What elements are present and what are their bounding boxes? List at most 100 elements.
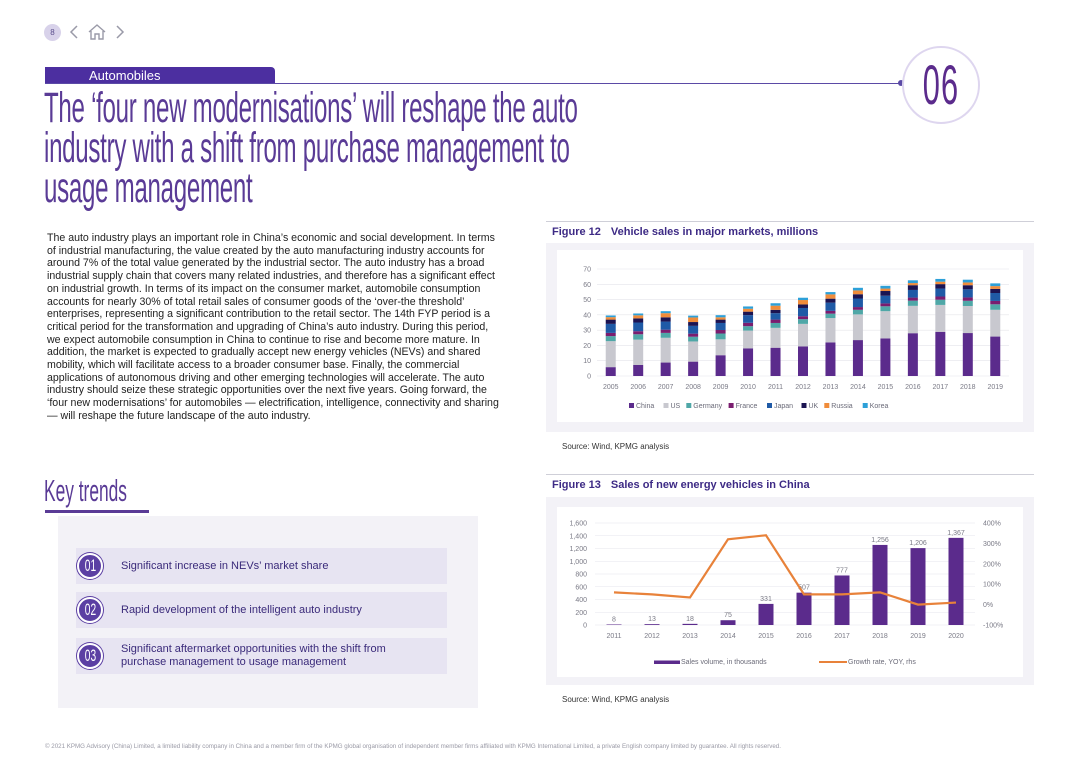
bar-segment: [633, 339, 644, 365]
y-right-tick-label: 400%: [983, 521, 1001, 528]
bar-data-label: 13: [648, 616, 656, 623]
bar-segment: [633, 331, 644, 335]
bar-data-label: 777: [836, 567, 848, 574]
x-tick-label: 2005: [603, 384, 619, 391]
section-divider: [45, 83, 901, 84]
page-title: The ‘four new modernisations’ will resha…: [44, 84, 578, 212]
y-right-tick-label: 100%: [983, 582, 1001, 589]
y-right-tick-label: 0%: [983, 602, 993, 609]
bar-segment: [907, 280, 918, 284]
x-tick-label: 2015: [758, 633, 774, 640]
bar-segment: [660, 311, 671, 314]
y-tick-label: 40: [583, 312, 591, 319]
bar-segment: [880, 303, 891, 307]
bar-segment: [660, 313, 671, 318]
bar-segment: [798, 346, 808, 376]
legend-swatch: [767, 403, 772, 408]
bar-segment: [633, 364, 644, 376]
bar-segment: [962, 333, 973, 376]
bar: [872, 544, 888, 625]
bar-segment: [935, 281, 946, 285]
bar-data-label: 1,256: [871, 537, 889, 544]
bar-segment: [688, 333, 699, 337]
trend-text: Significant increase in NEVs’ market sha…: [121, 559, 329, 572]
y-left-tick-label: 1,600: [569, 521, 587, 528]
bar: [682, 623, 698, 625]
y-tick-label: 30: [583, 328, 591, 335]
bar-segment: [743, 326, 754, 331]
page-number-badge: 8: [44, 23, 61, 41]
y-left-tick-label: 800: [575, 572, 587, 579]
bar-segment: [770, 347, 781, 376]
legend-swatch: [801, 403, 807, 408]
x-tick-label: 2016: [796, 633, 812, 640]
bar-data-label: 507: [798, 585, 810, 592]
bar-segment: [990, 300, 1001, 305]
bar-segment: [798, 307, 808, 317]
bar-segment: [605, 319, 616, 324]
legend-label: France: [736, 403, 758, 410]
legend-label: Russia: [831, 403, 853, 410]
bar-segment: [990, 304, 1001, 310]
bar-segment: [798, 319, 808, 324]
bar-data-label: 18: [686, 616, 694, 623]
figure13-top-rule: [546, 474, 1034, 475]
bar-segment: [715, 319, 726, 323]
bar-segment: [852, 314, 863, 341]
bar-segment: [852, 340, 863, 376]
bar-segment: [935, 296, 946, 300]
legend-label: Sales volume, in thousands: [681, 659, 767, 666]
home-icon[interactable]: [87, 23, 107, 41]
section-label: Automobiles: [45, 67, 275, 84]
bar: [644, 624, 660, 625]
bar-segment: [688, 336, 699, 342]
y-tick-label: 0: [587, 374, 591, 381]
x-tick-label: 2014: [720, 633, 736, 640]
bar-segment: [715, 317, 726, 320]
trend-item: 01 Significant increase in NEVs’ market …: [76, 548, 447, 584]
x-tick-label: 2018: [872, 633, 888, 640]
y-left-tick-label: 400: [575, 597, 587, 604]
x-tick-label: 2009: [713, 384, 729, 391]
page-nav: 8: [44, 22, 125, 42]
legend-label: China: [636, 403, 654, 410]
legend-swatch: [824, 403, 830, 408]
bar-segment: [962, 305, 973, 334]
x-tick-label: 2013: [682, 633, 698, 640]
nev-sales-chart: 0 200 400 600 800 1,000 1,200 1,400 1,600 -100% 0%…: [569, 521, 1003, 667]
y-right-tick-label: -100%: [983, 623, 1003, 630]
bar-segment: [660, 362, 671, 376]
trend-text: Rapid development of the intelligent aut…: [121, 603, 362, 616]
bar-segment: [688, 325, 699, 334]
bar-segment: [798, 304, 808, 308]
bar-segment: [605, 341, 616, 368]
bar-data-label: 1,367: [947, 530, 965, 537]
figure12-source: Source: Wind, KPMG analysis: [562, 442, 670, 451]
bar-segment: [880, 291, 891, 296]
x-tick-label: 2006: [630, 384, 646, 391]
intro-paragraph: The auto industry plays an important rol…: [47, 232, 499, 422]
copyright-footer: © 2021 KPMG Advisory (China) Limited, a …: [45, 743, 781, 750]
figure12-heading: Figure 12 Vehicle sales in major markets,…: [552, 226, 818, 238]
bar: [834, 575, 850, 625]
bar-segment: [633, 322, 644, 332]
bar: [796, 592, 812, 625]
bar-segment: [688, 361, 699, 376]
x-tick-label: 2020: [948, 633, 964, 640]
chevron-right-icon[interactable]: [115, 24, 125, 40]
trend-item: 02 Rapid development of the intelligent …: [76, 592, 447, 628]
bar-segment: [852, 298, 863, 308]
y-tick-label: 20: [583, 343, 591, 350]
bar-segment: [825, 298, 836, 303]
bar-segment: [990, 309, 1001, 337]
bar: [758, 603, 774, 625]
bar-segment: [715, 339, 726, 356]
bar-segment: [825, 313, 836, 319]
x-tick-label: 2011: [606, 633, 621, 640]
bar-segment: [660, 321, 671, 330]
bar-segment: [770, 305, 781, 310]
x-tick-label: 2016: [905, 384, 921, 391]
chevron-left-icon[interactable]: [69, 24, 79, 40]
bar-segment: [688, 341, 699, 362]
bar-segment: [880, 288, 891, 292]
